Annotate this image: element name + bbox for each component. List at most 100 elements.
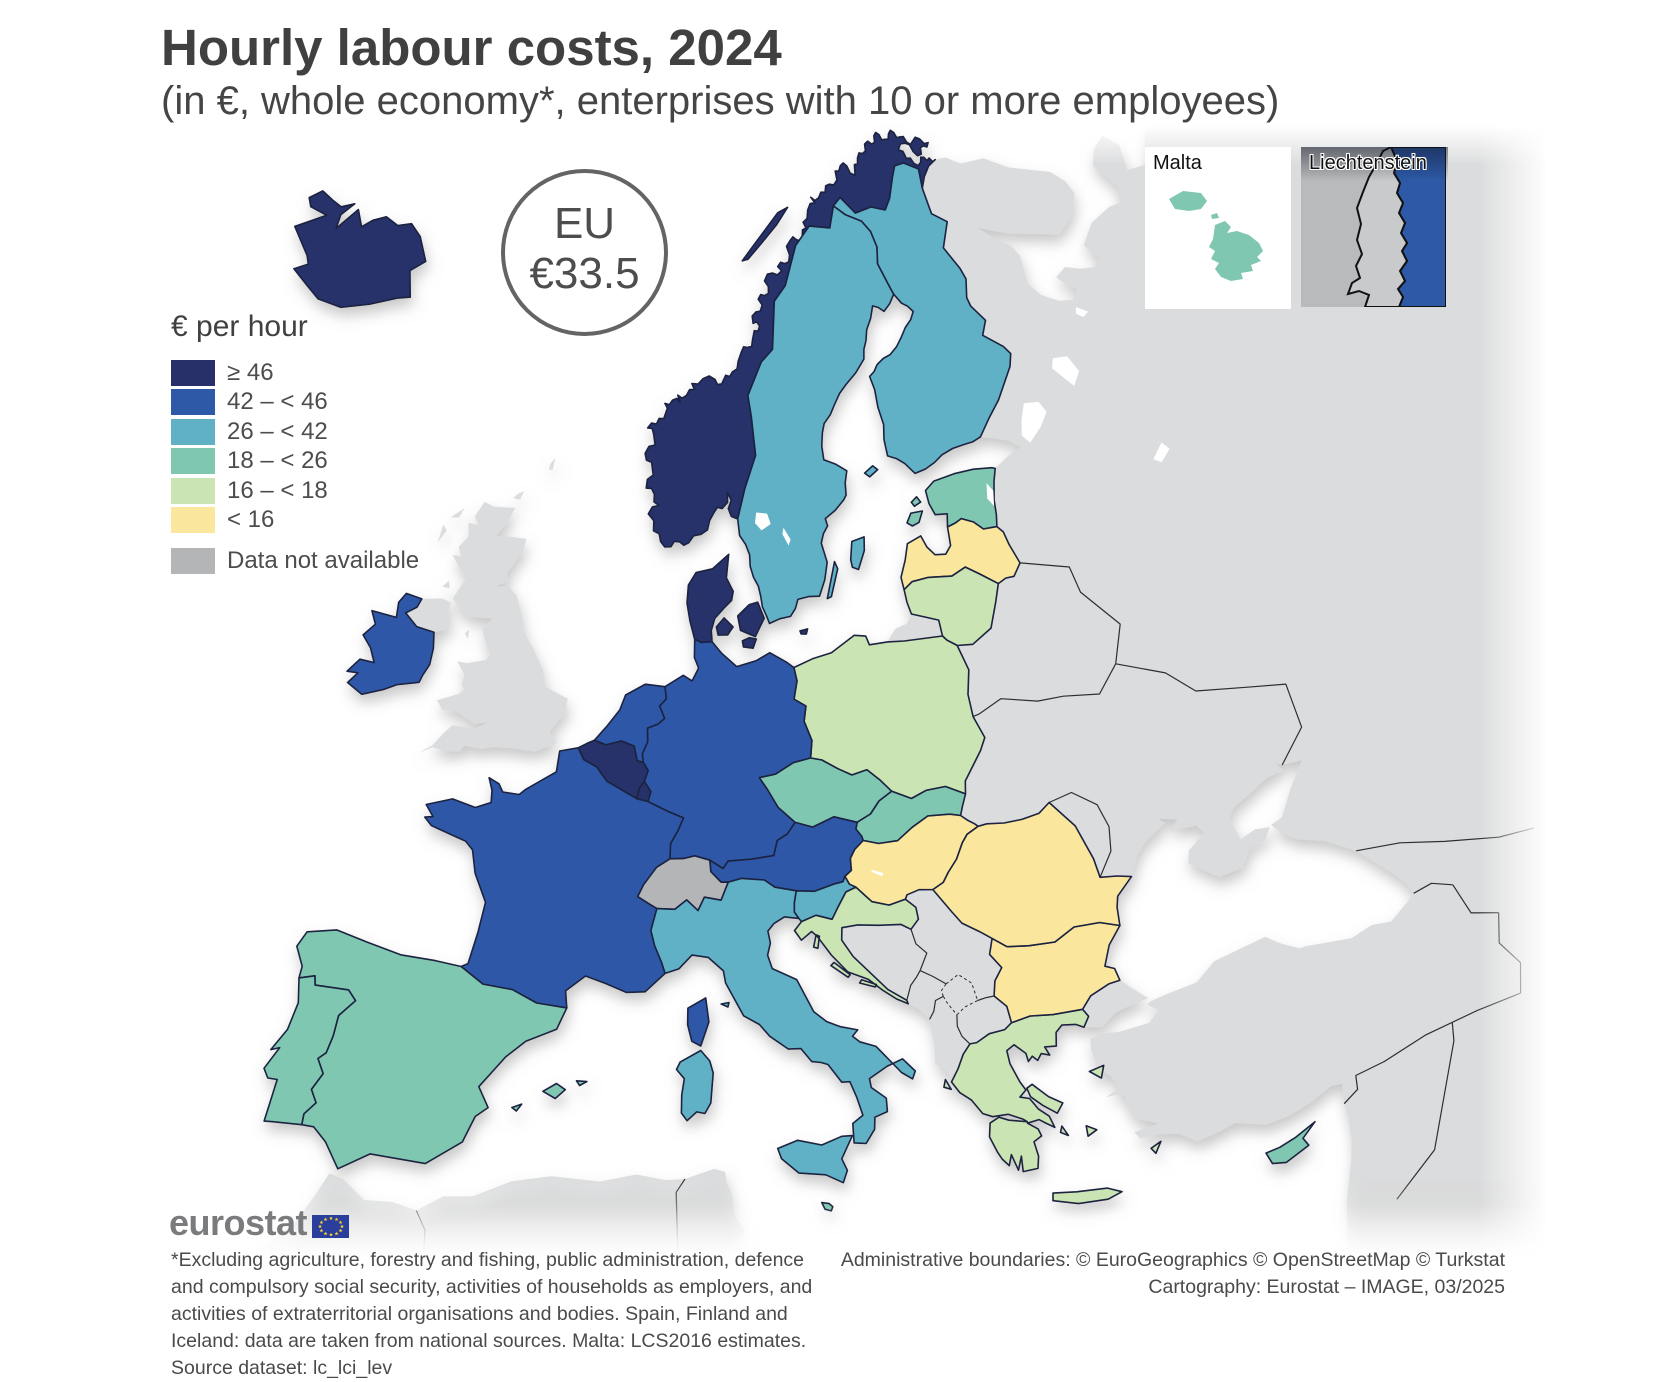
legend-item-na: Data not available [171, 546, 419, 576]
map-fade-bottom [0, 1205, 1664, 1265]
legend-swatch-c1 [171, 359, 215, 386]
legend-item-c4: 18 – < 26 [171, 447, 419, 477]
eurostat-logo-text: eurostat [169, 1202, 308, 1243]
border-rs_xk [945, 974, 979, 1001]
eu-average-badge: EU €33.5 [501, 169, 668, 336]
credits-line: Cartography: Eurostat – IMAGE, 03/2025 [1148, 1276, 1505, 1298]
country-north-macedonia [956, 996, 1012, 1044]
credits: Administrative boundaries: © EuroGeograp… [841, 1247, 1505, 1301]
legend-label-c1: ≥ 46 [227, 358, 274, 386]
country-moldova [1049, 792, 1111, 878]
eurostat-logo: eurostat [169, 1202, 350, 1243]
legend-item-c6: < 16 [171, 506, 419, 536]
country-lithuania [903, 566, 1000, 647]
country-bulgaria [988, 921, 1121, 1024]
country-ukraine [960, 663, 1302, 878]
inset-malta-label: Malta [1153, 152, 1202, 174]
legend-label-c4: 18 – < 26 [227, 447, 328, 475]
footnote-line: and compulsory social security, activiti… [171, 1276, 813, 1298]
lake-onega [1052, 356, 1080, 386]
legend-rows: ≥ 46 42 – < 46 26 – < 42 18 – < 26 16 – < 18… [171, 358, 419, 576]
border-rs_me [919, 970, 947, 985]
border-mk_al [956, 1014, 971, 1045]
lake-peipus [986, 483, 995, 507]
lake-vanern [755, 512, 771, 531]
legend-label-c3: 26 – < 42 [227, 417, 328, 445]
legend-item-c2: 42 – < 46 [171, 388, 419, 418]
legend-item-c5: 16 – < 18 [171, 476, 419, 506]
country-ireland [346, 592, 435, 696]
country-albania [929, 996, 970, 1082]
eu-badge-label: EU [553, 199, 616, 248]
border-tr_ge [1413, 882, 1453, 894]
lake-ladoga [1021, 401, 1047, 443]
legend-swatch-c6 [171, 507, 215, 534]
border-rs_mk [977, 995, 995, 1002]
border-ba_me [906, 970, 921, 1001]
map-legend: € per hour ≥ 46 42 – < 46 26 – < 42 18 – < … [171, 310, 419, 576]
country-denmark [686, 553, 809, 649]
country-france [424, 747, 710, 1047]
border-md_ua [1048, 791, 1112, 878]
border-ua_ru [1115, 663, 1303, 766]
lake-vattern [782, 527, 791, 546]
footnote-line: Iceland: data are taken from national so… [171, 1330, 807, 1352]
footnote: *Excluding agriculture, forestry and fis… [171, 1247, 812, 1382]
eu-badge-value: €33.5 [529, 249, 640, 298]
border-sy_iq [1396, 1022, 1455, 1200]
eu-flag-icon [312, 1215, 350, 1238]
country-bosnia-and-herzegovina [841, 924, 927, 1001]
legend-label-c5: 16 – < 18 [227, 476, 328, 504]
country-sweden [736, 205, 895, 625]
border-tr_sy [1343, 992, 1521, 1105]
country-portugal [263, 975, 357, 1126]
footnote-line: activities of extraterritorial organisat… [171, 1303, 788, 1325]
country-kosovo [941, 974, 978, 1015]
legend-swatch-c2 [171, 389, 215, 416]
country-romania [932, 801, 1133, 948]
country-belarus [957, 562, 1121, 717]
inset-liechtenstein: Liechtenstein [1301, 145, 1448, 309]
legend-swatch-na [171, 547, 215, 574]
country-estonia [906, 466, 998, 530]
legend-item-c1: ≥ 46 [171, 358, 419, 388]
country-italy [650, 877, 917, 1184]
legend-label-c6: < 16 [227, 506, 275, 534]
border-ua_by [972, 663, 1117, 718]
country-russia [887, 0, 1664, 851]
page-title: Hourly labour costs, 2024 [161, 19, 782, 76]
legend-label-na: Data not available [227, 546, 420, 574]
legend-swatch-c4 [171, 448, 215, 475]
inset-liechtenstein-label: Liechtenstein [1309, 152, 1427, 174]
legend-swatch-c3 [171, 418, 215, 445]
country-montenegro [906, 970, 947, 1020]
border-me_xk [940, 983, 947, 997]
border-ba_rs [910, 929, 928, 971]
country-croatia [793, 886, 920, 1005]
border-xk_al [942, 996, 958, 1016]
lake-balaton [871, 869, 884, 877]
country-turkey [1082, 883, 1521, 1142]
border-me_al [929, 995, 944, 1020]
legend-item-c3: 26 – < 42 [171, 417, 419, 447]
credits-line: Administrative boundaries: © EuroGeograp… [840, 1249, 1505, 1271]
country-serbia [905, 889, 1002, 1001]
legend-label-c2: 42 – < 46 [227, 388, 328, 416]
footnote-line: Source dataset: lc_lci_lev [171, 1357, 393, 1379]
footnote-line: *Excluding agriculture, forestry and fis… [171, 1249, 805, 1271]
lake-vygozero [1075, 307, 1089, 317]
legend-title: € per hour [171, 310, 308, 343]
country-united-kingdom [405, 458, 568, 754]
country-finland [832, 162, 1012, 478]
page-subtitle: (in €, whole economy*, enterprises with … [161, 79, 1280, 123]
inset-malta: Malta [1145, 147, 1291, 309]
map-fade-right [1478, 0, 1548, 1382]
country-greece [943, 1008, 1162, 1205]
country-iceland [293, 190, 427, 309]
lake-rybinsk [1153, 442, 1170, 463]
country-cyprus [1265, 1120, 1316, 1165]
legend-swatch-c5 [171, 477, 215, 504]
border-by_ru [1019, 562, 1121, 664]
